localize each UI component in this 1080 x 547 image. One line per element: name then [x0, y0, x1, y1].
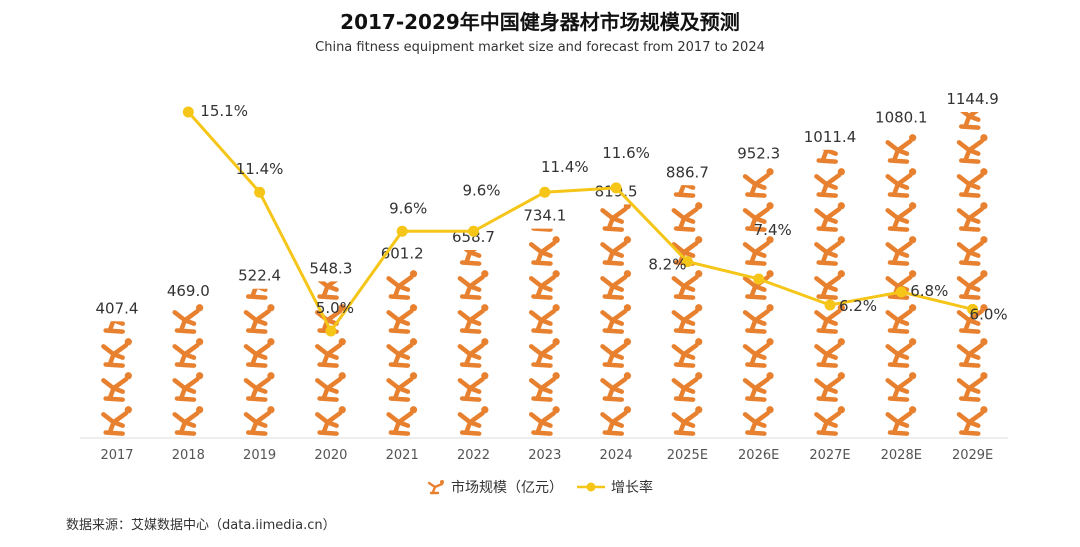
legend-label-market-size: 市场规模（亿元）	[451, 480, 563, 496]
x-tick-label: 2021	[386, 448, 419, 463]
x-tick-label: 2026E	[738, 448, 779, 463]
growth-rate-label: 6.0%	[970, 305, 1008, 323]
bar-value-label: 1144.9	[946, 90, 999, 108]
x-tick-label: 2029E	[952, 448, 993, 463]
growth-rate-line	[187, 111, 973, 334]
legend-label-growth-rate: 增长率	[611, 480, 653, 496]
bar-value-label: 469.0	[167, 282, 210, 300]
bar-value-label: 407.4	[96, 299, 139, 317]
x-tick-label: 2023	[528, 448, 561, 463]
x-tick-label: 2024	[600, 448, 633, 463]
x-tick-label: 2025E	[667, 448, 708, 463]
chart-title: 2017-2029年中国健身器材市场规模及预测	[340, 10, 740, 34]
growth-rate-label: 11.4%	[541, 158, 589, 176]
growth-point-2022	[468, 225, 479, 237]
x-tick-label: 2018	[172, 448, 205, 463]
x-tick-label: 2027E	[809, 448, 850, 463]
x-tick-label: 2017	[100, 448, 133, 463]
legend-item-market-size: 市场规模（亿元）	[427, 477, 563, 497]
growth-point-2023	[539, 186, 551, 198]
chart-subtitle: China fitness equipment market size and …	[315, 40, 765, 55]
legend-item-growth-rate: 增长率	[577, 477, 653, 497]
growth-rate-label: 8.2%	[648, 256, 686, 274]
growth-point-2024	[610, 182, 622, 194]
bar-value-label: 522.4	[238, 267, 281, 285]
bar-2019	[246, 270, 275, 433]
bar-2025E	[674, 168, 703, 433]
growth-rate-label: 11.4%	[236, 160, 284, 178]
bar-2018	[175, 304, 204, 433]
bar-value-label: 886.7	[666, 163, 709, 181]
x-tick-label: 2028E	[881, 448, 922, 463]
growth-rate-label: 7.4%	[754, 221, 792, 239]
bar-2028E	[888, 100, 917, 433]
x-tick-label: 2019	[243, 448, 276, 463]
growth-point-2028E	[895, 286, 907, 298]
bar-value-label: 734.1	[523, 207, 566, 225]
bar-value-label: 952.3	[737, 145, 780, 163]
growth-point-2029E	[967, 303, 979, 315]
growth-point-2021	[396, 225, 408, 237]
bar-2021	[389, 236, 418, 433]
growth-rate-label: 9.6%	[389, 199, 427, 217]
growth-point-2027E	[824, 299, 836, 311]
data-source: 数据来源：艾媒数据中心（data.iimedia.cn）	[66, 518, 336, 533]
growth-rate-label: 6.8%	[910, 282, 948, 300]
growth-rate-label: 9.6%	[462, 181, 500, 199]
bar-2017	[103, 304, 132, 433]
growth-point-2025E	[681, 256, 693, 268]
x-tick-label: 2022	[457, 448, 490, 463]
bar-2027E	[816, 134, 845, 433]
bar-2022	[460, 236, 489, 433]
bar-value-label: 1080.1	[875, 108, 928, 126]
bar-2029E	[959, 100, 988, 433]
skater-icon	[427, 480, 444, 495]
growth-point-2018	[182, 106, 194, 118]
growth-rate-label: 15.1%	[200, 102, 248, 120]
bar-2026E	[745, 168, 774, 433]
growth-point-2020	[325, 325, 337, 337]
growth-point-2019	[254, 186, 266, 198]
bar-value-label: 1011.4	[804, 128, 857, 146]
line-marker-icon	[577, 482, 605, 492]
x-tick-label: 2020	[314, 448, 347, 463]
bar-2023	[531, 202, 560, 433]
legend: 市场规模（亿元） 增长率	[0, 477, 1080, 497]
bar-2020	[317, 270, 346, 433]
growth-rate-label: 6.2%	[839, 297, 877, 315]
growth-rate-label: 11.6%	[602, 144, 650, 162]
bar-2024	[603, 202, 632, 433]
bar-value-label: 548.3	[309, 259, 352, 277]
growth-point-2026E	[753, 273, 765, 285]
growth-rate-label: 5.0%	[316, 299, 354, 317]
